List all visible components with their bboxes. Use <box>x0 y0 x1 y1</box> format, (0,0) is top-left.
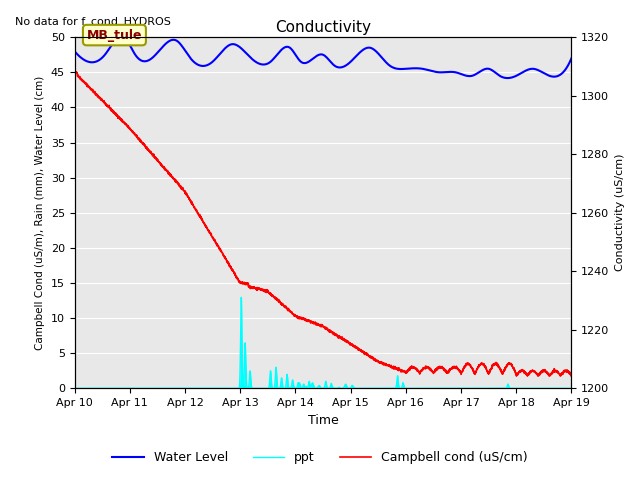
Title: Conductivity: Conductivity <box>275 20 371 35</box>
Water Level <box>157 46 164 52</box>
Campbell cond (uS/cm) <box>127 128 135 133</box>
ppt <box>127 385 135 391</box>
Line: Water Level: Water Level <box>74 36 572 78</box>
ppt <box>283 373 291 379</box>
Y-axis label: Campbell Cond (uS/m), Rain (mm), Water Level (cm): Campbell Cond (uS/m), Rain (mm), Water L… <box>35 76 45 350</box>
X-axis label: Time: Time <box>308 414 339 427</box>
Water Level <box>568 55 575 61</box>
Legend: Water Level, ppt, Campbell cond (uS/cm): Water Level, ppt, Campbell cond (uS/cm) <box>108 446 532 469</box>
Water Level <box>558 71 566 76</box>
Campbell cond (uS/cm) <box>72 69 79 74</box>
Campbell cond (uS/cm) <box>261 289 269 295</box>
Campbell cond (uS/cm) <box>157 161 164 167</box>
Campbell cond (uS/cm) <box>568 373 575 379</box>
Y-axis label: Conductivity (uS/cm): Conductivity (uS/cm) <box>615 154 625 272</box>
ppt <box>157 385 164 391</box>
ppt <box>504 382 512 387</box>
Line: Campbell cond (uS/cm): Campbell cond (uS/cm) <box>74 72 572 376</box>
ppt <box>237 294 245 300</box>
Text: No data for f_cond_HYDROS: No data for f_cond_HYDROS <box>15 16 171 27</box>
Water Level <box>504 75 511 81</box>
Campbell cond (uS/cm) <box>534 373 542 379</box>
Text: MB_tule: MB_tule <box>86 29 142 42</box>
Water Level <box>261 61 269 67</box>
Water Level <box>127 45 135 51</box>
Water Level <box>505 75 513 81</box>
Water Level <box>118 33 125 39</box>
ppt <box>70 385 78 391</box>
Campbell cond (uS/cm) <box>504 361 512 367</box>
Water Level <box>70 48 78 54</box>
ppt <box>261 385 269 391</box>
Campbell cond (uS/cm) <box>70 69 78 75</box>
Water Level <box>283 44 291 49</box>
ppt <box>558 385 566 391</box>
Campbell cond (uS/cm) <box>283 306 291 312</box>
ppt <box>568 385 575 391</box>
Campbell cond (uS/cm) <box>558 370 566 376</box>
Line: ppt: ppt <box>74 297 572 388</box>
